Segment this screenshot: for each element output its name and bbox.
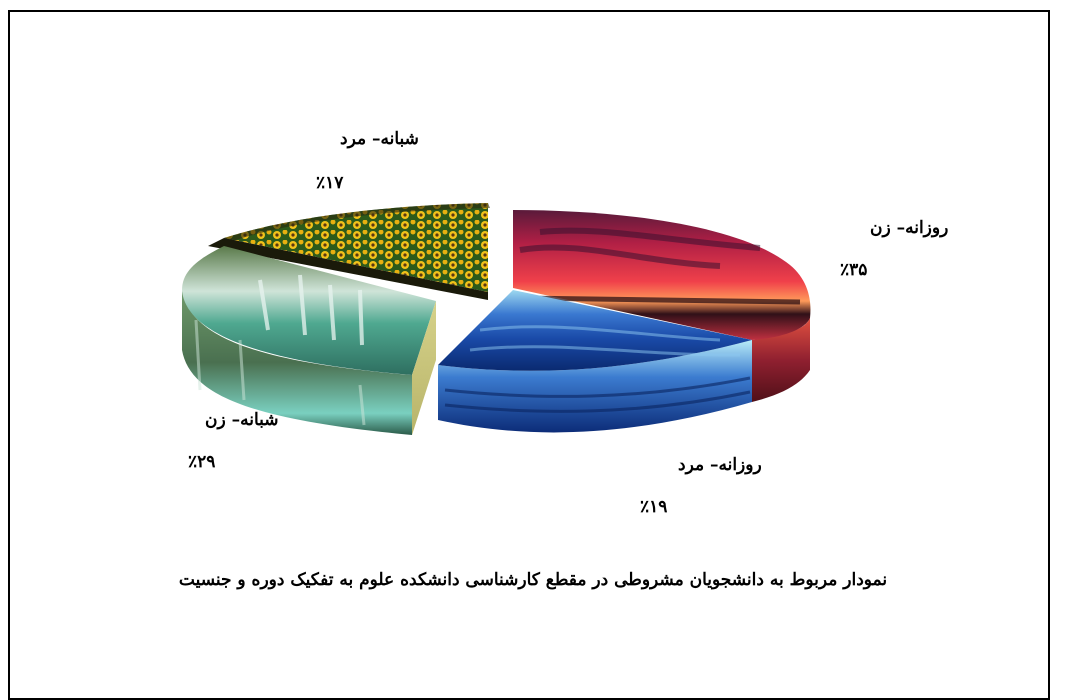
label-shabaneh-mard-name: شبانه– مرد <box>340 129 419 149</box>
label-shabaneh-zan-name: شبانه– زن <box>205 410 279 430</box>
label-shabaneh-zan-value: ٪۲۹ <box>188 452 215 472</box>
label-roozaneh-zan-value: ٪۳۵ <box>840 260 867 280</box>
label-shabaneh-mard: شبانه– مرد ٪۱۷ <box>316 129 419 193</box>
chart-caption: نمودار مربوط به دانشجویان مشروطی در مقطع… <box>0 570 1066 590</box>
label-roozaneh-mard-value: ٪۱۹ <box>640 497 667 517</box>
label-roozaneh-zan: روزانه– زن ٪۳۵ <box>840 218 948 280</box>
label-shabaneh-zan: شبانه– زن ٪۲۹ <box>188 410 279 472</box>
label-roozaneh-mard-name: روزانه– مرد <box>678 455 762 475</box>
label-roozaneh-mard: روزانه– مرد ٪۱۹ <box>640 455 762 517</box>
label-roozaneh-zan-name: روزانه– زن <box>870 218 948 238</box>
label-shabaneh-mard-value: ٪۱۷ <box>316 173 344 193</box>
